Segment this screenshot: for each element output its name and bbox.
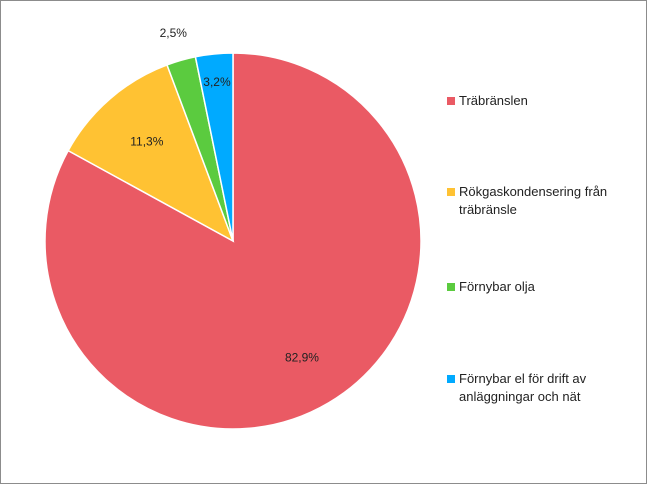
data-label: 82,9% xyxy=(285,350,319,364)
legend-label: Förnybar el för drift av anläggningar oc… xyxy=(459,371,587,404)
legend-swatch xyxy=(447,375,455,383)
pie-slice xyxy=(67,63,235,243)
legend-swatch xyxy=(447,188,455,196)
legend-swatch xyxy=(447,283,455,291)
data-label: 11,3% xyxy=(130,135,163,149)
pie-slice xyxy=(194,52,234,242)
legend-swatch xyxy=(447,97,455,105)
legend-label: Träbränslen xyxy=(459,93,528,108)
data-label: 2,5% xyxy=(160,26,188,40)
legend-label: Förnybar olja xyxy=(459,279,535,294)
legend-label: Rökgaskondensering från träbränsle xyxy=(459,184,608,217)
data-label: 3,2% xyxy=(203,75,231,89)
